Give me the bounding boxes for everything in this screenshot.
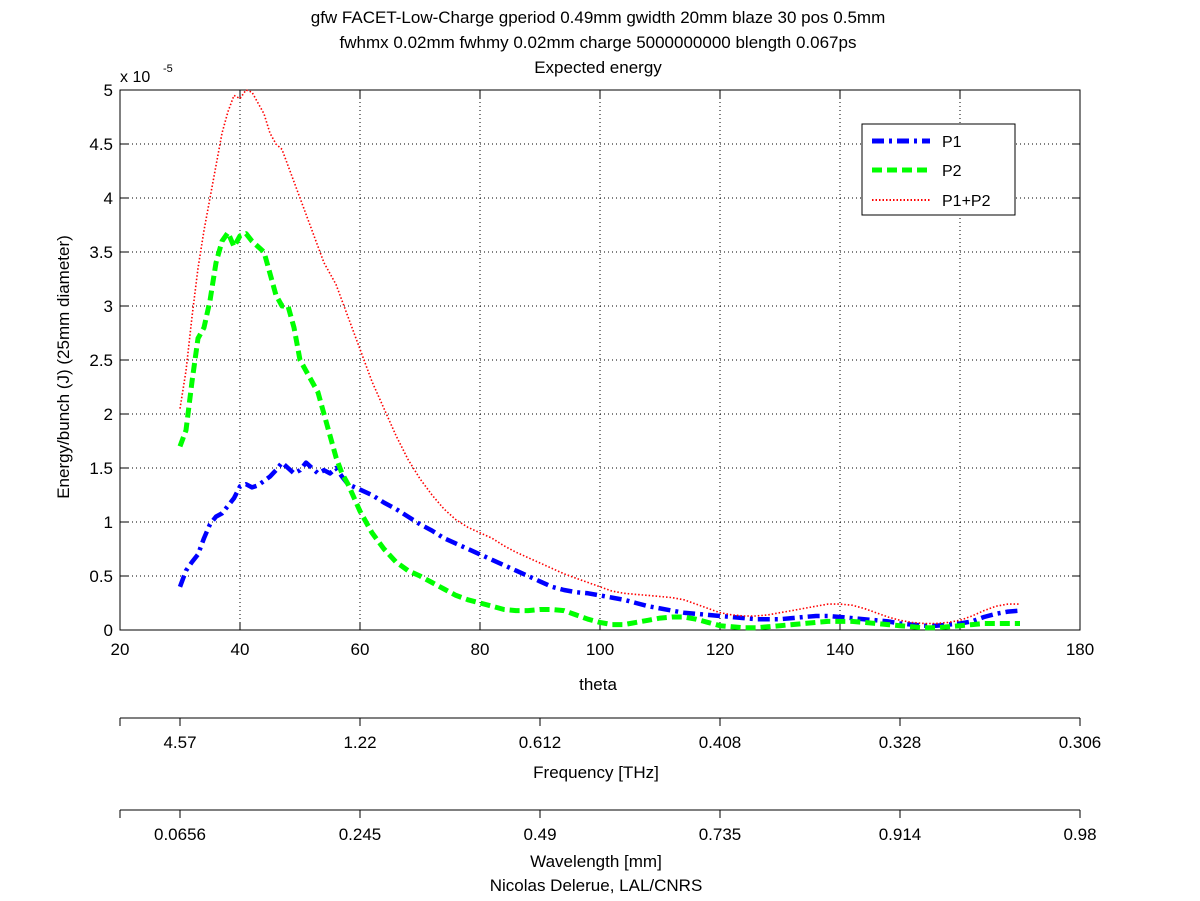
- wavelength-axis: 0.0656 0.245 0.49 0.735 0.914 0.98 Wavelength…: [119, 809, 1097, 871]
- frequency-axis-label: Frequency [THz]: [533, 763, 659, 782]
- secondary-tick-label: 0.98: [1063, 825, 1096, 844]
- credit-text: Nicolas Delerue, LAL/CNRS: [490, 876, 703, 895]
- series-layer: [177, 89, 1021, 631]
- title-line-2: fwhmx 0.02mm fwhmy 0.02mm charge 5000000…: [340, 33, 857, 52]
- secondary-tick-label: 0.306: [1059, 733, 1102, 752]
- frequency-axis: 4.57 1.22 0.612 0.408 0.328 0.306 Frequency […: [119, 717, 1102, 782]
- wavelength-axis-ticks: 0.0656 0.245 0.49 0.735 0.914 0.98: [119, 810, 1097, 844]
- y-axis-ticks: 0 0.5 1 1.5 2 2.5 3 3.5 4 4.5 5: [89, 81, 1080, 640]
- y-tick-label: 4.5: [89, 135, 113, 154]
- legend-label-p1p2: P1+P2: [942, 193, 991, 210]
- y-exponent-label: x 10 -5: [120, 63, 173, 86]
- secondary-tick-label: 0.49: [523, 825, 556, 844]
- x-tick-label: 80: [471, 640, 490, 659]
- x-tick-label: 160: [946, 640, 974, 659]
- chart-title: gfw FACET-Low-Charge gperiod 0.49mm gwid…: [311, 8, 885, 77]
- x-axis-label: theta: [579, 675, 617, 694]
- y-tick-label: 1.5: [89, 459, 113, 478]
- x-tick-label: 120: [706, 640, 734, 659]
- title-line-1: gfw FACET-Low-Charge gperiod 0.49mm gwid…: [311, 8, 885, 27]
- y-tick-label: 2.5: [89, 351, 113, 370]
- secondary-tick-label: 0.328: [879, 733, 922, 752]
- exponent-power: -5: [163, 63, 173, 75]
- y-axis-label: Energy/bunch (J) (25mm diameter): [54, 235, 73, 499]
- frequency-axis-ticks: 4.57 1.22 0.612 0.408 0.328 0.306: [119, 718, 1102, 752]
- series-line-2: [177, 230, 1020, 631]
- series-line-3: [179, 89, 1020, 625]
- title-line-3: Expected energy: [534, 58, 662, 77]
- legend-box: [861, 123, 1016, 216]
- secondary-tick-label: 0.245: [339, 825, 382, 844]
- grid: [120, 90, 1080, 630]
- y-tick-label: 0.5: [89, 567, 113, 586]
- secondary-tick-label: 0.0656: [154, 825, 206, 844]
- legend-label-p1: P1: [942, 134, 962, 151]
- secondary-tick-label: 1.22: [343, 733, 376, 752]
- secondary-tick-label: 0.735: [699, 825, 742, 844]
- wavelength-axis-label: Wavelength [mm]: [530, 852, 662, 871]
- x-tick-label: 140: [826, 640, 854, 659]
- secondary-tick-label: 4.57: [163, 733, 196, 752]
- y-tick-label: 3.5: [89, 243, 113, 262]
- secondary-tick-label: 0.612: [519, 733, 562, 752]
- y-tick-label: 4: [104, 189, 113, 208]
- legend: P1 P2 P1+P2: [861, 123, 1016, 216]
- y-tick-label: 1: [104, 513, 113, 532]
- series-line-1: [177, 460, 1021, 628]
- legend-label-p2: P2: [942, 163, 962, 180]
- x-tick-label: 60: [351, 640, 370, 659]
- y-tick-label: 5: [104, 81, 113, 100]
- y-tick-label: 2: [104, 405, 113, 424]
- exponent-base: x 10: [120, 69, 150, 86]
- x-tick-label: 180: [1066, 640, 1094, 659]
- x-axis-ticks: 20 40 60 80 100 120 140 160 180: [111, 90, 1094, 659]
- y-tick-label: 0: [104, 621, 113, 640]
- x-tick-label: 40: [231, 640, 250, 659]
- y-tick-label: 3: [104, 297, 113, 316]
- x-tick-label: 100: [586, 640, 614, 659]
- secondary-tick-label: 0.914: [879, 825, 922, 844]
- secondary-tick-label: 0.408: [699, 733, 742, 752]
- x-tick-label: 20: [111, 640, 130, 659]
